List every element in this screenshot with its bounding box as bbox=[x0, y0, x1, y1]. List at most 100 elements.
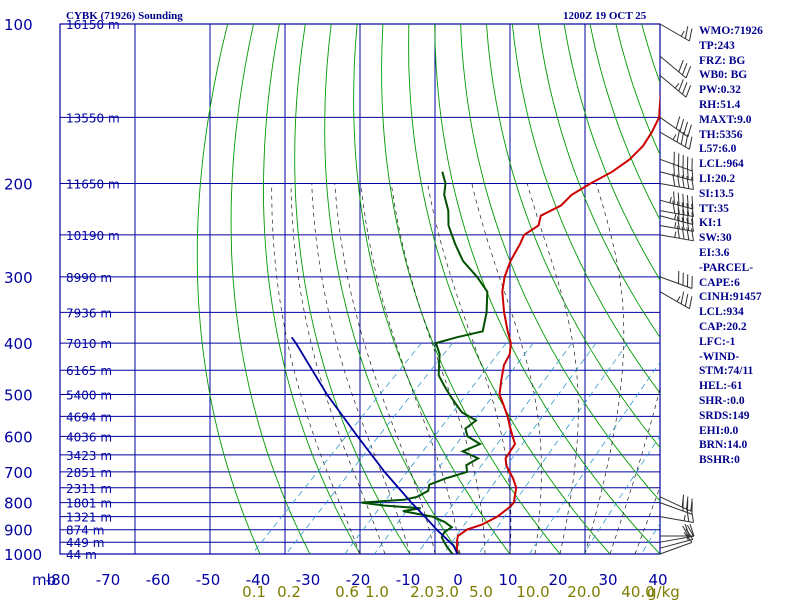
pressure-tick-label: 900 bbox=[4, 522, 33, 540]
dry-adiabat bbox=[381, 24, 561, 554]
moist-adiabat bbox=[290, 183, 386, 554]
wind-barb-staff bbox=[659, 116, 689, 138]
wind-barb-flag bbox=[681, 82, 688, 95]
wind-barb-flag bbox=[676, 216, 680, 230]
stability-index-item: STM:74/11 bbox=[699, 365, 754, 378]
height-label: 1801 m bbox=[66, 497, 112, 511]
wind-barb bbox=[659, 55, 692, 79]
temperature-tick-label: 10 bbox=[498, 571, 517, 589]
parcel-path-line bbox=[290, 336, 459, 554]
wind-barb-staff bbox=[659, 291, 690, 310]
stability-index-item: CINH:91457 bbox=[699, 291, 762, 304]
mixing-ratio-line bbox=[285, 342, 453, 554]
wind-barb-flag bbox=[677, 192, 680, 206]
wind-barb bbox=[659, 74, 692, 98]
stability-index-item: SRDS:149 bbox=[699, 409, 750, 422]
pressure-tick-label: 700 bbox=[4, 464, 33, 482]
wind-barb bbox=[660, 523, 695, 537]
mixing-ratio-label: 10.0 bbox=[516, 583, 549, 600]
stability-index-item: HEL:-61 bbox=[699, 380, 743, 393]
wind-barb-flag bbox=[679, 119, 685, 132]
temperature-tick-label: -20 bbox=[346, 571, 371, 589]
wind-barb-staff bbox=[659, 171, 693, 182]
stability-indices-list: WMO:71926 TP:243 FRZ: BG WB0: BG PW:0.32 RH:5… bbox=[699, 24, 763, 468]
height-label: 2311 m bbox=[66, 482, 112, 496]
dry-adiabat bbox=[563, 24, 660, 281]
pressure-tick-label: 800 bbox=[4, 495, 33, 513]
dewpoint-profile-line bbox=[361, 171, 489, 554]
chart-title: CYBK (71926) Sounding bbox=[66, 10, 183, 22]
wind-barb-flag bbox=[682, 209, 685, 223]
moist-adiabat bbox=[609, 386, 660, 554]
height-label: 449 m bbox=[66, 536, 104, 550]
wind-barb-half-flag bbox=[672, 134, 677, 140]
moist-adiabat bbox=[390, 183, 486, 554]
stability-index-item: SHR-:0.0 bbox=[699, 394, 745, 407]
dry-adiabat bbox=[460, 24, 660, 502]
wind-barb-flag bbox=[680, 291, 685, 305]
stability-index-item: WMO:71926 bbox=[699, 25, 763, 37]
wind-barb-flag bbox=[691, 218, 694, 232]
wind-barb-staff bbox=[659, 55, 687, 79]
mixing-ratio-line bbox=[251, 342, 422, 554]
moist-adiabat bbox=[360, 183, 461, 554]
pressure-tick-label: 500 bbox=[4, 386, 33, 404]
pressure-tick-label: 200 bbox=[4, 176, 33, 194]
wind-barb-staff bbox=[659, 158, 693, 172]
pressure-tick-label: 600 bbox=[4, 428, 33, 446]
wind-barb-flag bbox=[678, 79, 684, 92]
wind-barb bbox=[659, 129, 693, 150]
wind-barb-staff bbox=[659, 210, 694, 218]
wind-barb bbox=[659, 200, 694, 218]
dry-adiabat bbox=[324, 24, 461, 554]
moist-adiabat bbox=[311, 183, 411, 554]
moist-adiabat bbox=[471, 183, 542, 554]
wind-barb bbox=[659, 494, 693, 512]
mixing-ratio-line bbox=[443, 342, 597, 554]
wind-barb bbox=[659, 270, 693, 289]
stability-index-item: L57:6.0 bbox=[699, 143, 737, 156]
mixing-ratio-label: 0.6 bbox=[335, 583, 359, 600]
mixing-ratio-label: 20.0 bbox=[567, 583, 600, 600]
dry-adiabat bbox=[263, 24, 361, 554]
wind-barb-flag bbox=[688, 296, 693, 309]
mixing-ratio-label: 2.0 bbox=[410, 583, 434, 600]
wind-barb-flag bbox=[681, 226, 685, 240]
stability-index-item: EHI:0.0 bbox=[699, 424, 739, 437]
pressure-tick-label: 300 bbox=[4, 269, 33, 287]
wind-barb bbox=[659, 216, 694, 232]
pressure-unit-label: mb bbox=[32, 571, 56, 589]
dry-adiabat bbox=[196, 24, 261, 554]
wind-barb-flag bbox=[686, 496, 689, 510]
height-label: 11650 m bbox=[66, 178, 120, 192]
moist-adiabat bbox=[584, 183, 625, 554]
dry-adiabat bbox=[230, 24, 311, 554]
mixing-ratio-label: 1.0 bbox=[365, 583, 389, 600]
mixing-ratio-label: 3.0 bbox=[435, 583, 459, 600]
stability-index-item: CAPE:6 bbox=[699, 276, 740, 289]
height-label: 10190 m bbox=[66, 229, 120, 243]
wind-barb-staff bbox=[659, 496, 692, 512]
stability-index-item: SI:13.5 bbox=[699, 187, 734, 200]
wind-barb-staff bbox=[659, 502, 693, 515]
temperature-profile-line bbox=[455, 92, 660, 554]
mixing-ratio-label: 40.0 bbox=[621, 583, 654, 600]
wind-barb-flag bbox=[672, 200, 676, 214]
wind-barb bbox=[659, 151, 693, 172]
height-label: 16150 m bbox=[66, 18, 120, 32]
stability-index-item: RH:51.4 bbox=[699, 98, 741, 111]
height-label: 874 m bbox=[66, 524, 104, 538]
stability-index-item: -WIND- bbox=[699, 350, 740, 363]
dry-adiabat bbox=[511, 24, 660, 394]
wind-barb-flag bbox=[691, 228, 694, 241]
mixing-ratio-line bbox=[583, 435, 660, 554]
wind-barb-flag bbox=[675, 116, 681, 129]
wind-barb-flag bbox=[681, 62, 688, 76]
wind-barb-half-flag bbox=[669, 196, 672, 203]
wind-barb-flag bbox=[690, 498, 693, 512]
temperature-tick-label: -50 bbox=[196, 571, 221, 589]
wind-barb-flag bbox=[682, 525, 690, 538]
wind-barbs bbox=[659, 23, 695, 555]
wind-barb-flag bbox=[685, 85, 692, 98]
wind-barb bbox=[659, 208, 694, 225]
